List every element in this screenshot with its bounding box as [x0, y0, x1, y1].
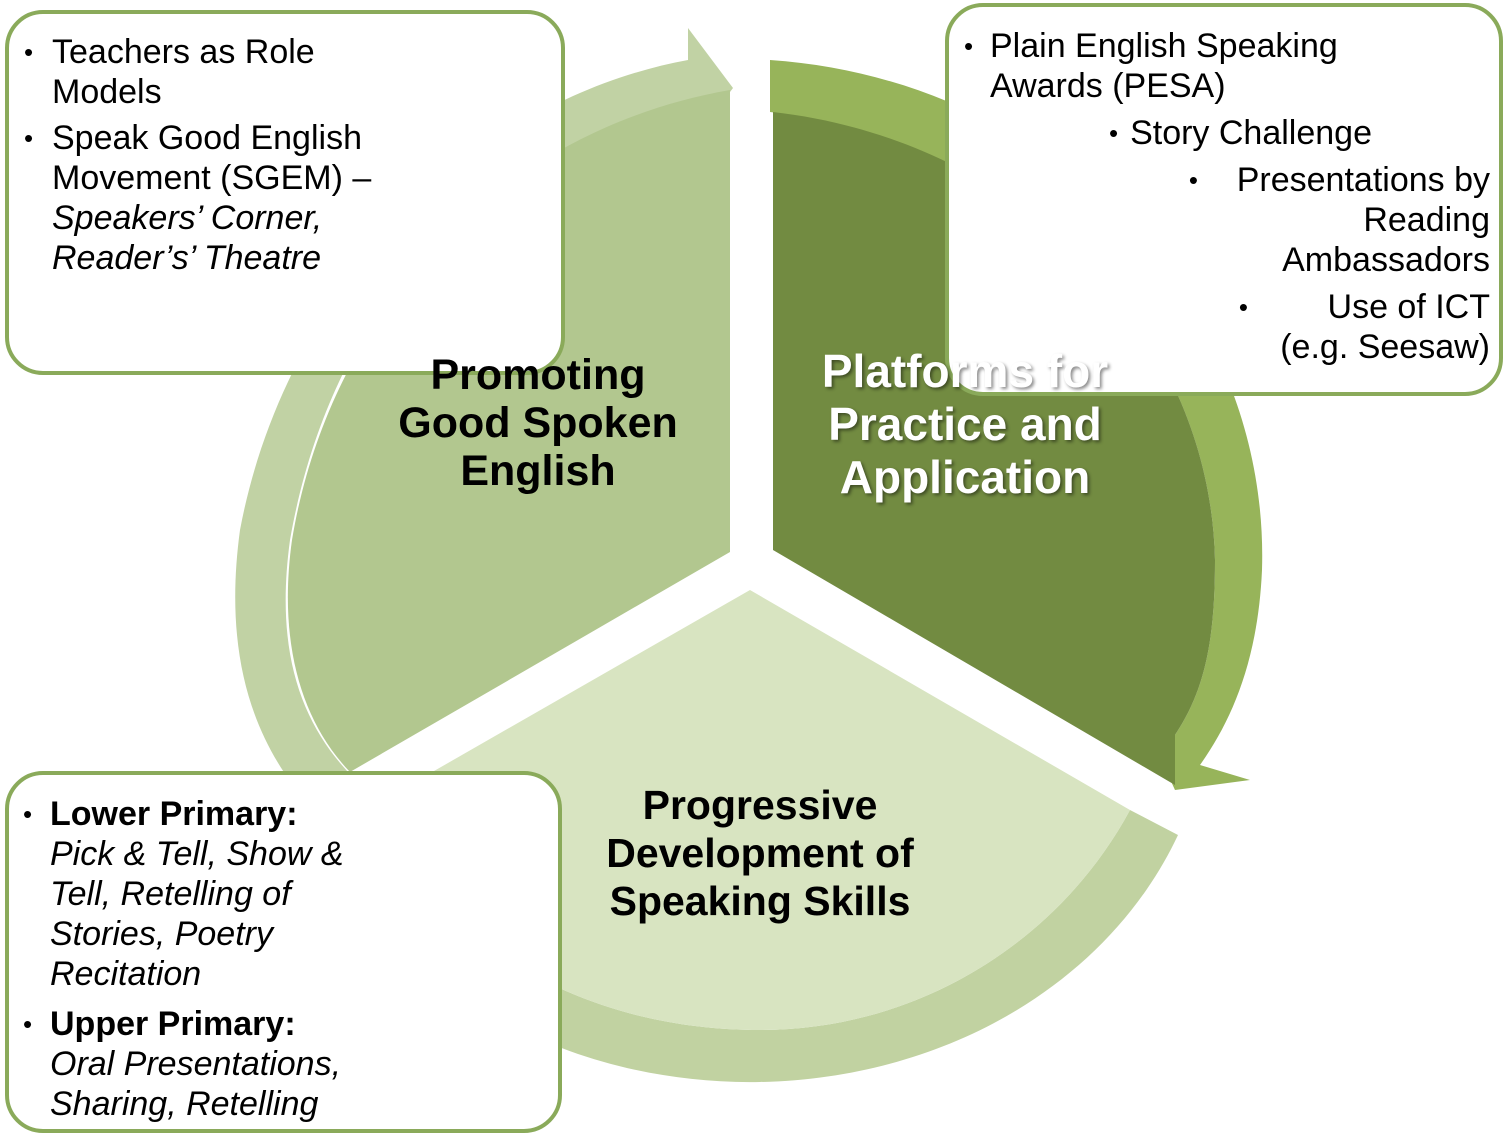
platforms-segment	[773, 112, 1215, 785]
promoting-item-sgem-examples: Speakers’ Corner, Reader’s’ Theatre	[52, 199, 323, 277]
upper-primary-heading: Upper Primary:	[50, 1005, 296, 1043]
platforms-item-reading-ambassadors: Presentations by Reading Ambassadors	[990, 160, 1490, 280]
progressive-item-lower-primary: Lower Primary: Pick & Tell, Show & Tell,…	[23, 794, 390, 994]
promoting-item-role-models: Teachers as Role Models	[24, 32, 412, 112]
upper-primary-activities: Oral Presentations, Sharing, Retelling	[50, 1045, 342, 1123]
platforms-item-ict: Use of ICT (e.g. Seesaw)	[990, 287, 1490, 367]
promoting-segment-label: Promoting Good Spoken English	[398, 351, 678, 495]
promoting-callout-list: Teachers as Role Models Speak Good Engli…	[24, 32, 412, 284]
progressive-segment-label: Progressive Development of Speaking Skil…	[606, 782, 914, 924]
lower-primary-heading: Lower Primary:	[50, 795, 298, 833]
platforms-item-pesa: Plain English Speaking Awards (PESA)	[964, 26, 1490, 106]
platforms-item-story-challenge: Story Challenge	[990, 113, 1490, 153]
promoting-segment	[287, 90, 730, 772]
platforms-segment-label: Platforms for Practice and Application	[821, 345, 1109, 503]
platforms-callout-list: Plain English Speaking Awards (PESA) Sto…	[964, 26, 1490, 374]
progressive-callout-list: Lower Primary: Pick & Tell, Show & Tell,…	[23, 794, 390, 1134]
promoting-item-sgem: Speak Good English Movement (SGEM) – Spe…	[24, 118, 412, 278]
lower-primary-activities: Pick & Tell, Show & Tell, Retelling of S…	[50, 835, 344, 993]
progressive-item-upper-primary: Upper Primary: Oral Presentations, Shari…	[23, 1004, 390, 1124]
